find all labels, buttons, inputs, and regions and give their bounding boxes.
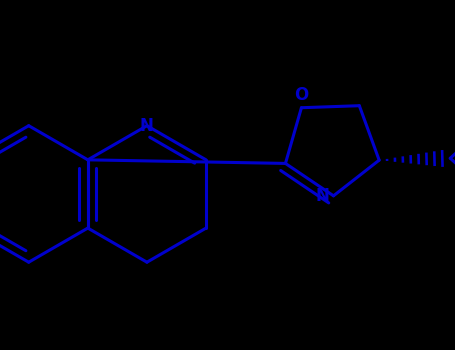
Text: N: N [316,187,330,205]
Text: O: O [294,86,308,104]
Text: N: N [140,117,154,135]
